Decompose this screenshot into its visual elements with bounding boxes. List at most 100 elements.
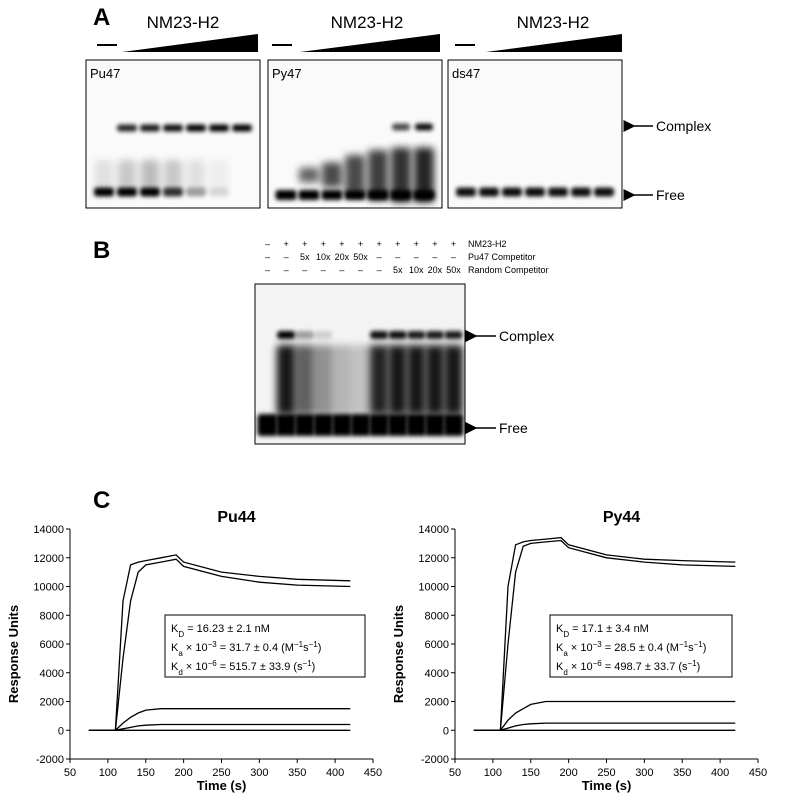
annotation-text: s (688, 642, 694, 654)
charts: Pu44-20000200040006000800010000120001400… (6, 509, 767, 793)
gel-band (594, 187, 614, 197)
gel-band (313, 345, 333, 415)
lane-label: – (451, 252, 456, 262)
gel-band (571, 187, 591, 197)
y-tick-label: -2000 (36, 754, 64, 766)
annotation-text: × 10 (183, 642, 208, 654)
chart-title: Py44 (603, 509, 640, 526)
lane-label: + (376, 239, 381, 249)
arrow-label: Free (656, 187, 685, 203)
protein-label: NM23-H2 (331, 13, 404, 32)
annotation-text: K (171, 661, 179, 673)
gel-band (444, 345, 463, 415)
gel-band (369, 345, 389, 415)
gel-band (388, 331, 407, 339)
gel-frame (267, 59, 443, 209)
y-tick-label: 14000 (33, 524, 64, 536)
annotation-text: s (303, 642, 309, 654)
lane-label: – (265, 239, 270, 249)
lane-labels: – + + + + + + + + + + NM23-H2– –5x 10x 20x 50x – – – – – Pu47… (265, 239, 549, 275)
y-tick-label: 12000 (33, 553, 64, 565)
y-axis-label: Response Units (391, 605, 406, 703)
x-tick-label: 300 (635, 767, 653, 779)
annotation-text: = 498.7 ± 33.7 (s (602, 661, 688, 673)
gel-band (444, 331, 463, 339)
annotation-text: −1 (679, 640, 689, 649)
lane-label: 50x (446, 265, 461, 275)
x-tick-label: 250 (212, 767, 230, 779)
gel-band (525, 187, 545, 197)
lane-label: 20x (335, 252, 350, 262)
gel-band (118, 160, 136, 190)
annotation-text: ) (318, 642, 322, 654)
gel-band (232, 124, 252, 132)
gel-band (163, 124, 183, 132)
gel-band (298, 190, 320, 200)
gel-band (117, 124, 137, 132)
annotation-text: D (178, 630, 184, 639)
gel-band (331, 414, 352, 436)
row-label: NM23-H2 (468, 239, 507, 249)
lane-label: + (395, 239, 400, 249)
lane-label: – (321, 265, 326, 275)
y-axis-label: Response Units (6, 605, 21, 703)
gel-band (350, 414, 371, 436)
lane-label: + (321, 239, 326, 249)
panel-a-header: NM23-H2 NM23-H2 NM23-H2 (97, 13, 622, 52)
x-tick-label: 450 (749, 767, 767, 779)
lane-label: + (432, 239, 437, 249)
lane-label: 20x (428, 265, 443, 275)
x-tick-label: 250 (597, 767, 615, 779)
lane-label: – (377, 265, 382, 275)
series-line (473, 722, 736, 731)
lane-label: – (265, 265, 270, 275)
lane-label: – (339, 265, 344, 275)
gel-band (456, 187, 476, 197)
y-tick-label: 2000 (40, 697, 64, 709)
arrow-label: Free (499, 420, 528, 436)
gel-band (425, 345, 445, 415)
gel-lanes (94, 124, 252, 197)
gel-band (209, 124, 229, 132)
x-tick-label: 300 (250, 767, 268, 779)
gel-frame (85, 59, 261, 209)
lane-label: – (432, 252, 437, 262)
gel-band (186, 124, 206, 132)
annotation-text: ) (703, 642, 707, 654)
annotation-line: KD = 16.23 ± 2.1 nM (171, 623, 270, 639)
gel-band (407, 331, 426, 339)
lane-label: + (358, 239, 363, 249)
gel-band (424, 414, 445, 436)
annotation-text: K (171, 642, 179, 654)
gel-band (502, 187, 522, 197)
panel-label: B (93, 237, 110, 264)
gel-frame (254, 283, 466, 445)
gel-band (387, 414, 408, 436)
gel-band (388, 345, 408, 415)
gel-band (392, 123, 410, 131)
gel-band (406, 345, 426, 415)
gel-band (275, 190, 297, 200)
gel-band (295, 345, 315, 415)
row-label: Random Competitor (468, 265, 549, 275)
line-chart: Py44 -2000 0 2000 4000 6000 8000 10000 12000 1400… (391, 509, 767, 793)
annotation-text: −3 (208, 640, 218, 649)
gel-lanes (257, 331, 464, 436)
gel-frame (447, 59, 623, 209)
gel-band (443, 414, 464, 436)
gel-band (277, 331, 296, 339)
gel-band (345, 155, 365, 195)
gel-band (140, 124, 160, 132)
annotation-text: a (563, 649, 568, 658)
lane-label: – (414, 252, 419, 262)
series-line (473, 539, 736, 731)
annotation-text: K (171, 623, 179, 635)
y-tick-label: -2000 (421, 754, 449, 766)
lane-label: 5x (300, 252, 310, 262)
gel-band (294, 414, 315, 436)
x-tick-label: 450 (364, 767, 382, 779)
gel-lanes (456, 187, 614, 197)
gel-band (295, 331, 314, 339)
y-tick-label: 8000 (425, 610, 449, 622)
annotation-text: D (563, 630, 569, 639)
